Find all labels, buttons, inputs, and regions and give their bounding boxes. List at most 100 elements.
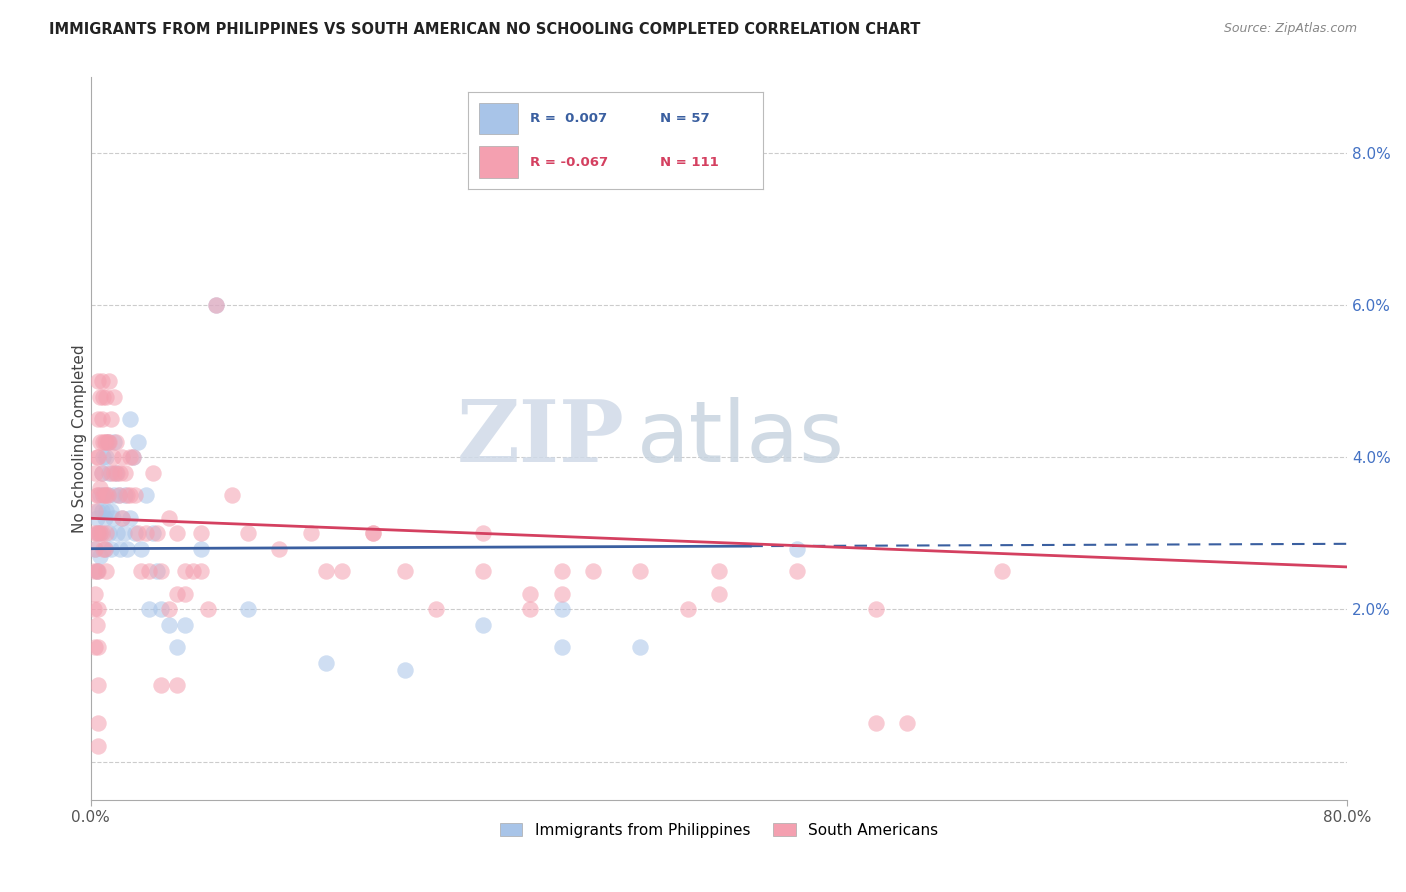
Point xyxy=(173,587,195,601)
Point xyxy=(582,565,605,579)
Point xyxy=(108,488,131,502)
Point xyxy=(110,541,132,556)
Point xyxy=(111,511,134,525)
Point xyxy=(150,678,173,692)
Point xyxy=(363,526,385,541)
Point xyxy=(87,565,110,579)
Point xyxy=(299,526,322,541)
Text: ZIP: ZIP xyxy=(457,396,624,481)
Point xyxy=(205,298,228,312)
Point xyxy=(84,466,107,480)
Point xyxy=(145,565,167,579)
Point xyxy=(142,466,165,480)
Point xyxy=(89,390,111,404)
Point xyxy=(91,450,114,465)
Point xyxy=(394,663,416,677)
Point xyxy=(150,602,173,616)
Point xyxy=(896,716,918,731)
Point xyxy=(166,678,188,692)
Point xyxy=(94,541,117,556)
Point xyxy=(519,602,541,616)
Point xyxy=(90,466,112,480)
Point xyxy=(108,488,131,502)
Point xyxy=(425,602,447,616)
Point xyxy=(707,587,730,601)
Point xyxy=(551,565,574,579)
Point xyxy=(129,541,152,556)
Point xyxy=(104,435,127,450)
Point xyxy=(91,488,114,502)
Point xyxy=(111,450,134,465)
Point xyxy=(118,488,141,502)
Point xyxy=(87,678,110,692)
Y-axis label: No Schooling Completed: No Schooling Completed xyxy=(72,344,87,533)
Point xyxy=(87,640,110,655)
Point xyxy=(96,526,118,541)
Point xyxy=(865,602,887,616)
Point xyxy=(157,511,180,525)
Point xyxy=(86,450,108,465)
Point xyxy=(89,549,111,564)
Point xyxy=(676,602,699,616)
Point xyxy=(86,511,108,525)
Point xyxy=(112,526,135,541)
Point xyxy=(84,541,107,556)
Legend: Immigrants from Philippines, South Americans: Immigrants from Philippines, South Ameri… xyxy=(494,816,945,844)
Point xyxy=(86,526,108,541)
Point xyxy=(122,450,145,465)
Point xyxy=(551,602,574,616)
Point xyxy=(86,565,108,579)
Point xyxy=(86,565,108,579)
Point xyxy=(472,617,495,632)
Point xyxy=(135,488,157,502)
Point xyxy=(89,526,111,541)
Point xyxy=(96,488,118,502)
Point xyxy=(363,526,385,541)
Point xyxy=(83,565,105,579)
Point xyxy=(84,504,107,518)
Point xyxy=(87,412,110,426)
Point xyxy=(98,435,121,450)
Point xyxy=(97,488,120,502)
Point xyxy=(138,565,160,579)
Point xyxy=(145,526,167,541)
Point xyxy=(115,541,138,556)
Point xyxy=(315,656,337,670)
Point xyxy=(86,488,108,502)
Point xyxy=(90,504,112,518)
Point xyxy=(91,435,114,450)
Point xyxy=(100,412,122,426)
Point xyxy=(127,435,149,450)
Point xyxy=(628,565,651,579)
Point xyxy=(166,526,188,541)
Point xyxy=(157,617,180,632)
Point xyxy=(94,488,117,502)
Point xyxy=(86,617,108,632)
Point xyxy=(118,450,141,465)
Point xyxy=(100,466,122,480)
Point xyxy=(87,526,110,541)
Point xyxy=(110,466,132,480)
Point xyxy=(87,375,110,389)
Point xyxy=(190,565,212,579)
Point xyxy=(865,716,887,731)
Point xyxy=(91,390,114,404)
Point xyxy=(84,640,107,655)
Point xyxy=(91,488,114,502)
Point xyxy=(103,390,125,404)
Point xyxy=(205,298,228,312)
Point xyxy=(166,587,188,601)
Point xyxy=(221,488,243,502)
Text: IMMIGRANTS FROM PHILIPPINES VS SOUTH AMERICAN NO SCHOOLING COMPLETED CORRELATION: IMMIGRANTS FROM PHILIPPINES VS SOUTH AME… xyxy=(49,22,921,37)
Point xyxy=(91,541,114,556)
Point xyxy=(197,602,219,616)
Point xyxy=(90,466,112,480)
Point xyxy=(98,526,121,541)
Text: Source: ZipAtlas.com: Source: ZipAtlas.com xyxy=(1223,22,1357,36)
Point xyxy=(111,511,134,525)
Point xyxy=(118,412,141,426)
Point xyxy=(100,541,122,556)
Point xyxy=(87,526,110,541)
Point xyxy=(96,504,118,518)
Point xyxy=(103,466,125,480)
